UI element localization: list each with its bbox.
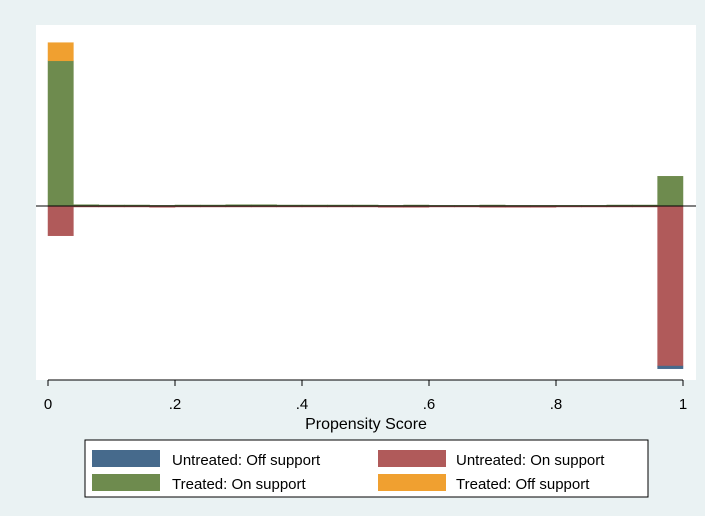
legend-label-2: Treated: On support [172,476,307,493]
legend-swatch-1 [378,450,446,467]
x-ticks: 0 .2 .4 .6 .8 1 [44,380,687,413]
legend: Untreated: Off support Untreated: On supp… [92,450,605,493]
x-tick-label-3: .6 [423,396,436,413]
x-tick-label-0: 0 [44,396,52,413]
bar-treated-on-support-24 [657,176,684,207]
x-tick-label-5: 1 [679,396,687,413]
legend-box [84,439,649,498]
legend-label-1: Untreated: On support [456,452,605,469]
legend-swatch-0 [92,450,160,467]
legend-label-3: Treated: Off support [456,476,590,493]
x-tick-label-2: .4 [296,396,309,413]
legend-label-0: Untreated: Off support [172,452,321,469]
bar-untreated-on-support-24 [657,205,684,367]
legend-swatch-3 [378,474,446,491]
plot-area [36,25,696,380]
bar-untreated-off-support-24 [657,365,684,369]
legend-swatch-2 [92,474,160,491]
bar-treated-off-support-0 [47,42,74,62]
bar-treated-on-support-0 [47,60,74,207]
x-tick-label-4: .8 [550,396,563,413]
bar-untreated-on-support-0 [47,205,74,236]
x-axis-title: Propensity Score [305,416,427,433]
x-tick-label-1: .2 [169,396,182,413]
